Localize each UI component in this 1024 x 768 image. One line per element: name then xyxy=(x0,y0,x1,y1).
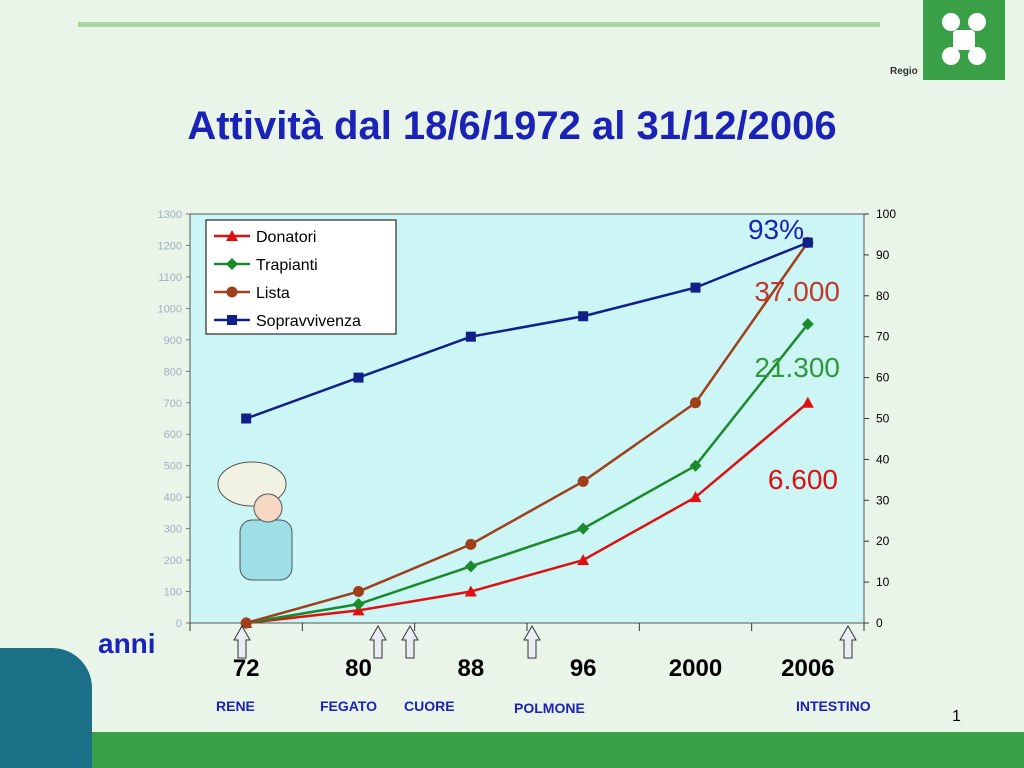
x-tick-label: 2006 xyxy=(781,655,834,682)
point-sopravvivenza xyxy=(690,282,701,293)
page-title: Attività dal 18/6/1972 al 31/12/2006 xyxy=(187,104,837,148)
y-left-tick-label: 800 xyxy=(164,366,182,378)
footer-bar xyxy=(0,732,1024,768)
point-trapianti xyxy=(577,522,590,535)
y-left-tick-label: 900 xyxy=(164,335,182,347)
organ-arrow xyxy=(233,624,251,659)
callout-sopravvivenza: 93% xyxy=(747,214,804,245)
y-left-tick-label: 1100 xyxy=(158,272,182,284)
logo-text: Regio xyxy=(890,66,918,77)
point-sopravvivenza xyxy=(578,311,589,322)
point-trapianti xyxy=(352,598,365,611)
x-axis-label: anni xyxy=(98,628,156,659)
x-tick-label: 88 xyxy=(457,655,484,682)
point-donatori xyxy=(689,491,702,503)
organ-label-polmone: POLMONE xyxy=(514,700,585,716)
y-right-tick-label: 40 xyxy=(876,452,890,466)
y-left-tick-label: 1200 xyxy=(158,240,182,252)
legend-label: Lista xyxy=(256,285,290,302)
x-tick-label: 80 xyxy=(345,655,372,682)
y-right-tick-label: 20 xyxy=(876,534,890,548)
top-divider xyxy=(78,22,880,27)
organ-label-cuore: CUORE xyxy=(404,698,455,714)
point-donatori xyxy=(577,554,590,566)
x-tick-label: 96 xyxy=(570,655,597,682)
point-sopravvivenza xyxy=(802,237,813,248)
organ-arrow xyxy=(369,624,387,659)
y-left-tick-label: 100 xyxy=(164,587,182,599)
organ-label-rene: RENE xyxy=(216,698,255,714)
point-trapianti xyxy=(801,318,814,331)
organ-label-fegato: FEGATO xyxy=(320,698,378,714)
series-line-trapianti xyxy=(245,323,809,625)
y-right-tick-label: 60 xyxy=(876,371,890,385)
y-right-tick-label: 90 xyxy=(876,248,890,262)
y-left-tick-label: 200 xyxy=(164,555,182,567)
y-right-tick-label: 70 xyxy=(876,330,890,344)
point-sopravvivenza xyxy=(241,413,252,424)
y-right-tick-label: 30 xyxy=(876,493,890,507)
y-left-tick-label: 600 xyxy=(164,429,182,441)
point-lista xyxy=(577,475,589,487)
organ-arrow xyxy=(839,624,857,659)
organ-arrow xyxy=(523,624,541,659)
y-left-tick-label: 500 xyxy=(164,461,182,473)
legend-box xyxy=(205,219,397,335)
logo-cross-icon xyxy=(942,13,986,65)
callout-donatori: 6.600 xyxy=(767,464,838,495)
y-left-tick-label: 0 xyxy=(176,618,182,630)
y-left-tick-label: 300 xyxy=(164,524,182,536)
point-lista xyxy=(240,617,252,629)
point-lista xyxy=(690,397,701,409)
x-tick-label: 2000 xyxy=(669,655,722,682)
region-logo xyxy=(923,0,1005,80)
point-sopravvivenza xyxy=(465,331,476,342)
page-number: 1 xyxy=(952,708,961,725)
y-right-tick-label: 80 xyxy=(876,289,890,303)
callout-lista: 37.000 xyxy=(754,276,840,307)
organ-arrow xyxy=(401,624,419,659)
organ-label-intestino: INTESTINO xyxy=(796,698,871,714)
y-left-tick-label: 1300 xyxy=(158,209,182,221)
legend-label: Donatori xyxy=(256,229,316,246)
y-right-tick-label: 0 xyxy=(876,616,883,630)
point-sopravvivenza xyxy=(353,372,364,383)
y-left-tick-label: 700 xyxy=(164,398,182,410)
series-line-donatori xyxy=(246,401,809,625)
y-left-tick-label: 1000 xyxy=(158,303,182,315)
legend-swatch-marker xyxy=(226,258,238,270)
series-line-sopravvivenza xyxy=(245,241,809,420)
surgeon-icon xyxy=(239,519,293,581)
point-lista xyxy=(465,538,477,550)
corner-decoration xyxy=(0,648,92,768)
legend-swatch-marker xyxy=(226,230,238,241)
y-right-tick-label: 50 xyxy=(876,412,890,426)
y-right-tick-label: 10 xyxy=(876,575,890,589)
series-line-lista xyxy=(245,241,809,625)
y-left-tick-label: 400 xyxy=(164,492,182,504)
legend-label: Sopravvivenza xyxy=(256,313,361,330)
point-donatori xyxy=(801,396,814,408)
callout-trapianti: 21.300 xyxy=(754,352,840,383)
point-lista xyxy=(353,586,364,598)
legend-swatch-marker xyxy=(226,286,238,298)
point-donatori xyxy=(464,585,477,597)
legend-label: Trapianti xyxy=(256,257,318,274)
point-trapianti xyxy=(464,560,477,573)
point-trapianti xyxy=(689,459,702,472)
surgeon-head-icon xyxy=(253,493,283,523)
x-tick-label: 72 xyxy=(233,655,260,682)
y-right-tick-label: 100 xyxy=(876,207,896,221)
legend-swatch-marker xyxy=(227,315,237,325)
